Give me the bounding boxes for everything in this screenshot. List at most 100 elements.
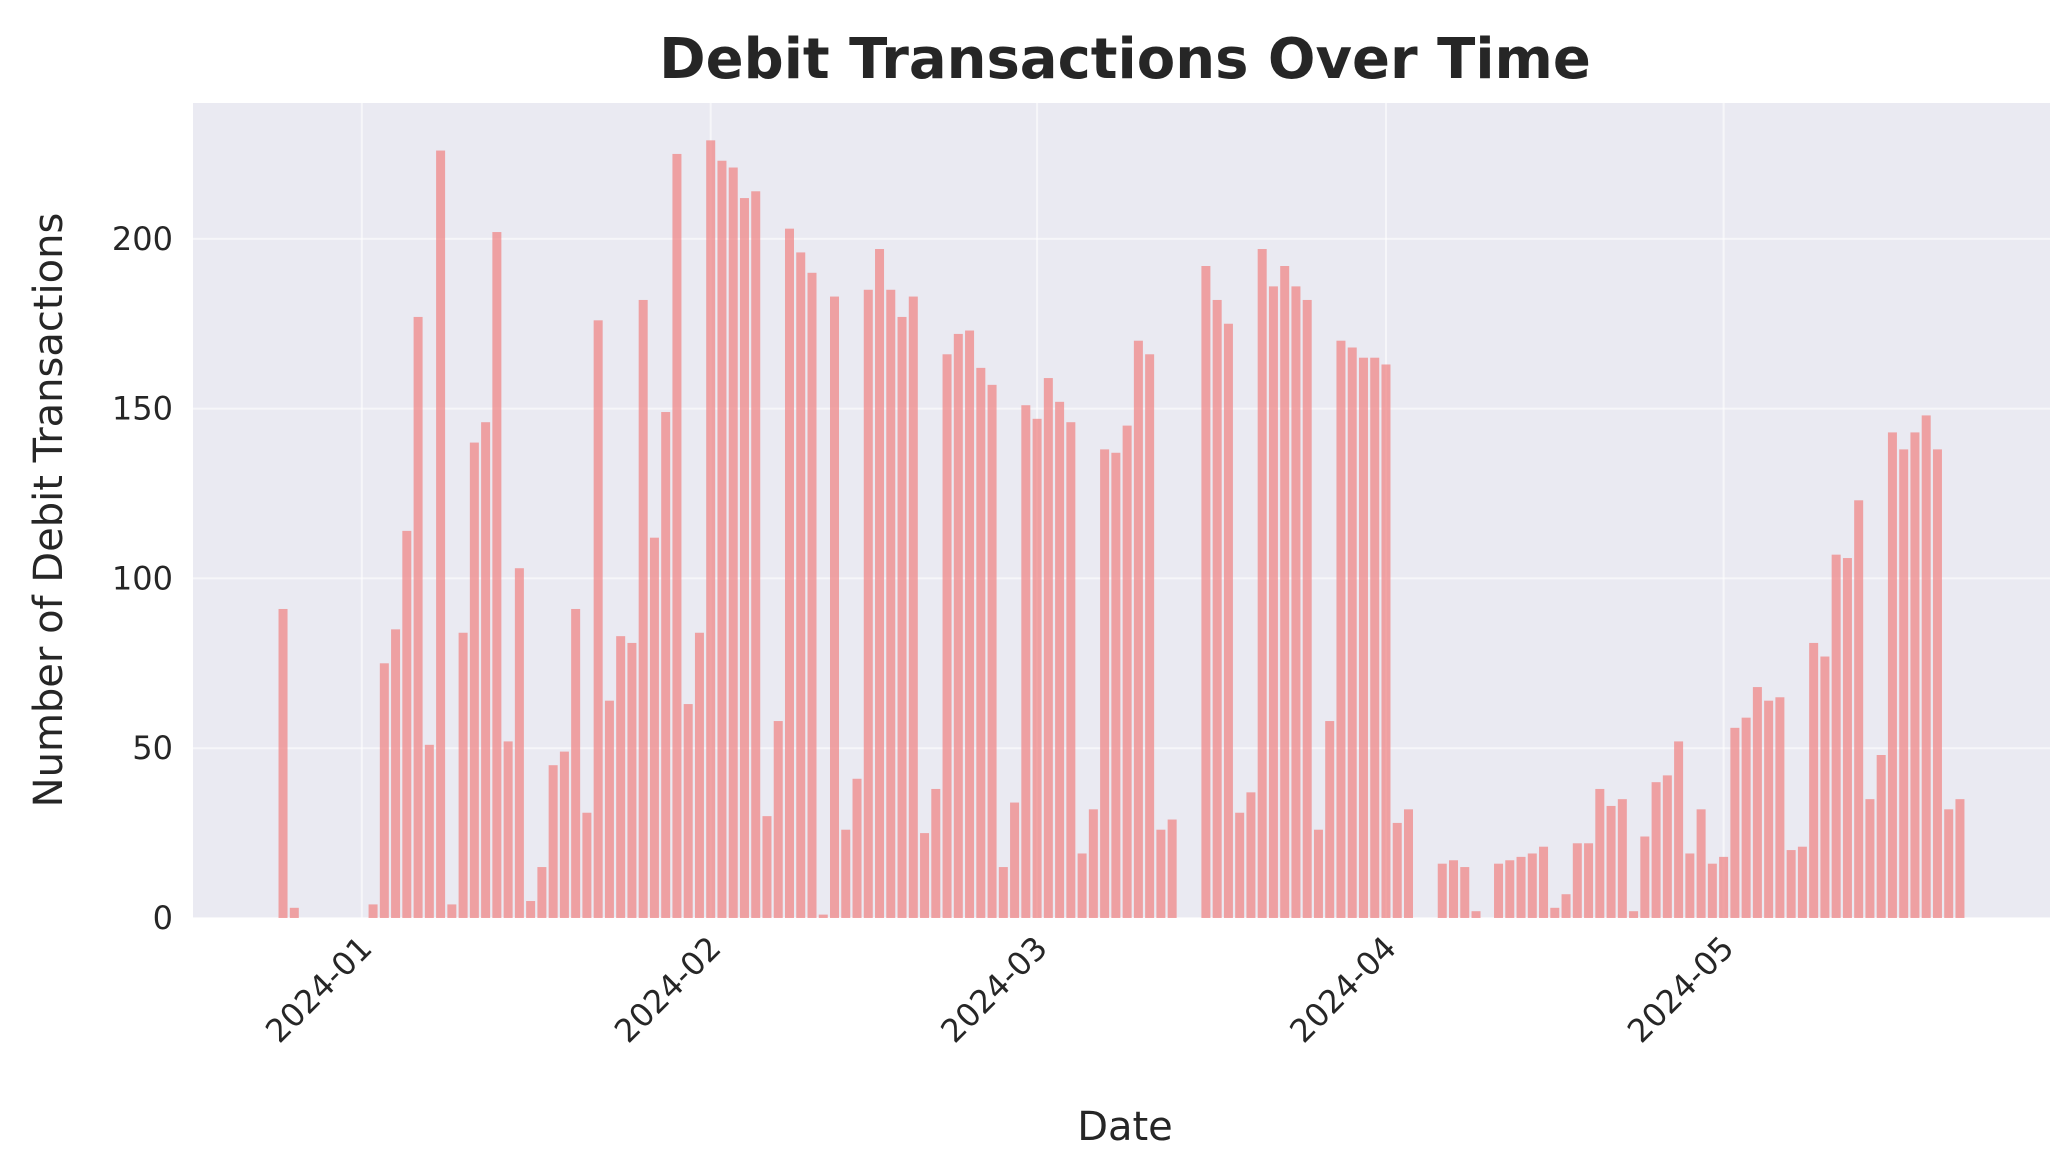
bar-2024-04-08 xyxy=(1460,867,1470,918)
bar-2024-02-21 xyxy=(931,788,941,918)
bar-2024-04-20 xyxy=(1595,788,1605,918)
bar-2024-03-29 xyxy=(1347,347,1357,918)
bar-2024-02-07 xyxy=(773,721,783,918)
bar-2024-02-13 xyxy=(841,829,851,918)
bar-2024-01-07 xyxy=(424,744,434,918)
bar-2024-01-05 xyxy=(402,530,412,919)
bar-2024-01-29 xyxy=(672,153,682,918)
bar-2024-02-10 xyxy=(807,272,817,918)
x-tick-label: 2024-01 xyxy=(258,929,379,1050)
bar-2024-04-19 xyxy=(1584,843,1594,918)
bar-2024-03-24 xyxy=(1291,286,1301,919)
bar-2024-05-20 xyxy=(1932,449,1942,918)
chart-title: Debit Transactions Over Time xyxy=(659,27,1591,92)
bar-2024-02-25 xyxy=(976,367,986,919)
bar-2024-05-15 xyxy=(1876,755,1886,918)
bar-2024-04-26 xyxy=(1662,775,1672,919)
bar-2024-05-22 xyxy=(1955,799,1965,918)
bar-2024-04-13 xyxy=(1516,856,1526,919)
bar-2024-01-08 xyxy=(436,150,446,919)
bar-2024-04-01 xyxy=(1381,364,1391,919)
bar-2024-04-16 xyxy=(1550,907,1560,918)
bar-2024-03-28 xyxy=(1336,340,1346,919)
bar-2024-03-13 xyxy=(1167,819,1177,918)
bar-2024-02-09 xyxy=(796,252,806,919)
bar-2024-03-02 xyxy=(1043,378,1053,918)
bar-2024-05-19 xyxy=(1921,415,1931,918)
bars xyxy=(278,140,1965,919)
bar-2024-04-12 xyxy=(1505,860,1515,918)
bar-2024-04-03 xyxy=(1403,809,1413,918)
bar-2024-01-14 xyxy=(503,741,513,918)
bar-2024-05-16 xyxy=(1887,432,1897,918)
bar-2024-02-01 xyxy=(706,140,716,919)
bar-2024-02-24 xyxy=(965,330,975,918)
bar-2024-03-05 xyxy=(1077,853,1087,918)
y-tick-label: 200 xyxy=(112,220,173,258)
bar-2024-03-21 xyxy=(1257,249,1267,918)
bar-2024-02-20 xyxy=(920,833,930,918)
bar-2024-04-06 xyxy=(1437,863,1447,918)
y-axis-label: Number of Debit Transactions xyxy=(26,213,72,808)
bar-2024-03-27 xyxy=(1325,721,1335,918)
bar-2024-05-05 xyxy=(1764,700,1774,918)
bar-2024-03-03 xyxy=(1055,401,1065,919)
bar-2024-01-28 xyxy=(661,412,671,918)
y-tick-label: 100 xyxy=(112,559,173,597)
bar-2024-01-21 xyxy=(582,812,592,918)
bar-2024-01-13 xyxy=(492,232,502,919)
bar-2024-05-06 xyxy=(1775,697,1785,918)
bar-2024-03-30 xyxy=(1358,357,1368,918)
bar-2024-01-15 xyxy=(514,568,524,918)
bar-2024-01-24 xyxy=(616,636,626,918)
bar-2024-01-04 xyxy=(391,629,401,918)
bar-2024-02-17 xyxy=(886,289,896,918)
bar-2024-02-18 xyxy=(897,316,907,918)
bar-2024-01-27 xyxy=(649,537,659,918)
bar-2024-03-04 xyxy=(1066,422,1076,918)
bar-2023-12-25 xyxy=(278,608,288,918)
bar-2024-01-12 xyxy=(481,422,491,918)
bar-2024-04-30 xyxy=(1707,863,1717,918)
bar-2024-03-12 xyxy=(1156,829,1166,918)
x-tick-label: 2024-04 xyxy=(1282,929,1403,1050)
bar-2024-04-18 xyxy=(1572,843,1582,918)
bar-2024-03-18 xyxy=(1223,323,1233,919)
x-tick-label: 2024-02 xyxy=(607,929,728,1050)
bar-2024-05-11 xyxy=(1831,554,1841,918)
bar-2024-03-23 xyxy=(1280,266,1290,918)
bar-2024-02-05 xyxy=(751,191,761,919)
bar-2024-01-17 xyxy=(537,867,547,918)
bar-2024-01-06 xyxy=(413,316,423,918)
bar-2024-05-07 xyxy=(1786,850,1796,918)
bar-2024-01-10 xyxy=(458,632,468,918)
bar-2024-01-19 xyxy=(559,751,569,918)
bar-2024-02-19 xyxy=(908,296,918,918)
bar-2024-05-13 xyxy=(1854,500,1864,918)
bar-2024-03-09 xyxy=(1122,425,1132,918)
bar-2024-02-15 xyxy=(863,289,873,918)
bar-2024-03-01 xyxy=(1032,418,1042,918)
bar-2024-03-20 xyxy=(1246,792,1256,918)
bar-2024-03-16 xyxy=(1201,266,1211,918)
bar-2024-05-18 xyxy=(1910,432,1920,918)
bar-2024-03-26 xyxy=(1313,829,1323,918)
bar-2024-02-28 xyxy=(1010,802,1020,918)
bar-2024-02-14 xyxy=(852,778,862,918)
x-tick-labels: 2024-01 2024-02 2024-03 2024-04 2024-05 xyxy=(258,929,1741,1050)
bar-2024-04-17 xyxy=(1561,894,1571,918)
bar-2024-02-11 xyxy=(818,914,828,918)
bar-2024-01-11 xyxy=(469,442,479,918)
bar-2024-02-04 xyxy=(739,198,749,918)
x-tick-label: 2024-03 xyxy=(933,929,1054,1050)
bar-2024-01-26 xyxy=(638,299,648,919)
y-tick-label: 50 xyxy=(132,729,173,767)
bar-2024-05-01 xyxy=(1719,856,1729,919)
y-tick-label: 0 xyxy=(153,899,173,937)
bar-2024-04-28 xyxy=(1685,853,1695,918)
bar-2024-03-19 xyxy=(1235,812,1245,918)
bar-2024-04-23 xyxy=(1629,911,1639,918)
bar-2024-01-25 xyxy=(627,642,637,918)
x-axis-label: Date xyxy=(1077,1104,1173,1150)
bar-2024-02-27 xyxy=(998,867,1008,918)
